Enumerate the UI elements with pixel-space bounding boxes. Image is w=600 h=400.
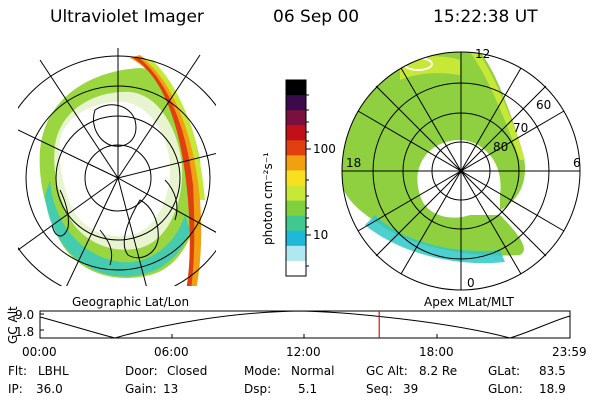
date-label: 06 Sep 00 xyxy=(273,7,360,27)
colorbar-segment xyxy=(286,80,306,96)
dsp-value: 5.1 xyxy=(298,382,318,396)
dsp-label: Dsp: xyxy=(244,382,272,396)
gain-value: 13 xyxy=(163,382,179,396)
filter-label: Flt: xyxy=(8,364,27,378)
ip-label: IP: xyxy=(8,382,23,396)
glat-value: 83.5 xyxy=(539,364,566,378)
seq-label: Seq: xyxy=(366,382,393,396)
time-tick-2359: 23:59 xyxy=(552,345,587,359)
colorbar-segment xyxy=(286,260,306,277)
colorbar-segment xyxy=(286,170,306,187)
colorbar-unit-label: photon cm⁻²s⁻¹ xyxy=(261,152,275,245)
colorbar-segment xyxy=(286,230,306,247)
colorbar-segment xyxy=(286,110,306,126)
glat-label: GLat: xyxy=(488,364,521,378)
instrument-title: Ultraviolet Imager xyxy=(50,7,204,27)
mode-value: Normal xyxy=(291,364,335,378)
altitude-ytick-9: 9.0 xyxy=(15,308,35,322)
door-label: Door: xyxy=(125,364,158,378)
lat-label-60: 60 xyxy=(536,98,552,112)
geographic-caption: Geographic Lat/Lon xyxy=(72,295,190,309)
polar-image xyxy=(342,52,525,264)
mlt-label-18: 18 xyxy=(346,156,362,170)
colorbar-segment xyxy=(286,95,306,111)
colorbar-segment xyxy=(286,245,306,262)
colorbar xyxy=(286,80,306,277)
colorbar-segment xyxy=(286,155,306,171)
colorbar-segment xyxy=(286,125,306,141)
glon-label: GLon: xyxy=(488,382,523,396)
time-tick-1200: 12:00 xyxy=(286,345,321,359)
altitude-ytick-1: 1.8 xyxy=(15,325,35,339)
mlt-label-6: 6 xyxy=(573,156,581,170)
geographic-image xyxy=(18,48,216,286)
mlt-label-0: 0 xyxy=(467,276,475,290)
altitude-plot-frame xyxy=(39,310,571,339)
time-label: 15:22:38 UT xyxy=(433,7,538,27)
filter-value: LBHL xyxy=(38,364,69,378)
colorbar-frame xyxy=(285,79,307,277)
time-tick-0600: 06:00 xyxy=(154,345,189,359)
aurora-emission-right xyxy=(342,52,525,256)
gcalt-label: GC Alt: xyxy=(366,364,408,378)
colorbar-tick-10: 10 xyxy=(313,228,329,242)
colorbar-segment xyxy=(286,200,306,217)
ip-value: 36.0 xyxy=(36,382,63,396)
colorbar-segment xyxy=(286,140,306,156)
colorbar-tick-100: 100 xyxy=(313,142,336,156)
glon-value: 18.9 xyxy=(539,382,566,396)
lat-label-70: 70 xyxy=(513,121,529,135)
polar-grid xyxy=(341,51,581,291)
lat-label-80: 80 xyxy=(493,140,509,154)
gain-label: Gain: xyxy=(125,382,157,396)
altitude-curve xyxy=(39,310,571,339)
colorbar-segment xyxy=(286,215,306,232)
colorbar-segment xyxy=(286,185,306,202)
time-tick-0000: 00:00 xyxy=(22,345,57,359)
mode-label: Mode: xyxy=(244,364,281,378)
seq-value: 39 xyxy=(403,382,419,396)
limb-glow xyxy=(130,55,202,286)
mlt-label-12: 12 xyxy=(475,47,491,61)
time-tick-1800: 18:00 xyxy=(419,345,454,359)
apex-caption: Apex MLat/MLT xyxy=(424,295,514,309)
door-value: Closed xyxy=(167,364,208,378)
gcalt-value: 8.2 Re xyxy=(419,364,458,378)
